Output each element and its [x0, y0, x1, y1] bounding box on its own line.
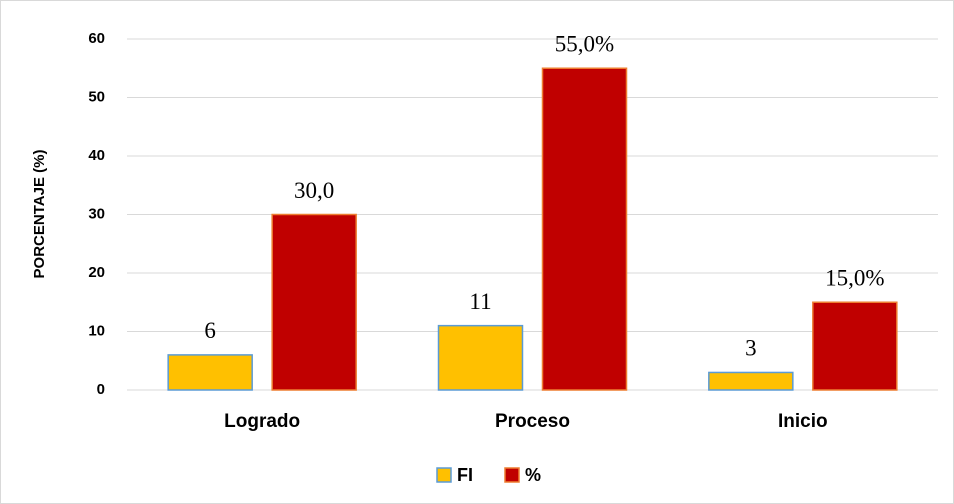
bar [437, 324, 524, 391]
legend-label: % [525, 465, 541, 485]
y-tick-label: 10 [88, 322, 105, 339]
y-tick-label: 30 [88, 205, 105, 222]
y-axis-label: PORCENTAJE (%) [31, 150, 48, 279]
bar [541, 67, 628, 391]
data-label: 6 [204, 318, 216, 343]
data-label: 55,0% [555, 32, 614, 57]
x-tick-label: Logrado [224, 411, 300, 432]
data-label: 3 [745, 336, 757, 361]
bar [167, 354, 253, 391]
y-tick-label: 50 [88, 88, 105, 105]
bar [271, 213, 357, 391]
x-tick-label: Proceso [495, 411, 570, 432]
data-label: 11 [469, 289, 491, 314]
legend-swatch [504, 467, 520, 483]
x-tick-label: Inicio [778, 411, 828, 432]
y-tick-label: 60 [88, 30, 105, 47]
data-label: 15,0% [825, 266, 884, 291]
y-tick-label: 40 [88, 147, 105, 164]
data-label: 30,0 [294, 178, 334, 203]
bar [812, 301, 898, 391]
bar [708, 371, 794, 391]
legend-label: FI [457, 465, 473, 485]
y-tick-label: 0 [97, 381, 105, 398]
y-tick-label: 20 [88, 264, 105, 281]
legend-swatch [436, 467, 452, 483]
